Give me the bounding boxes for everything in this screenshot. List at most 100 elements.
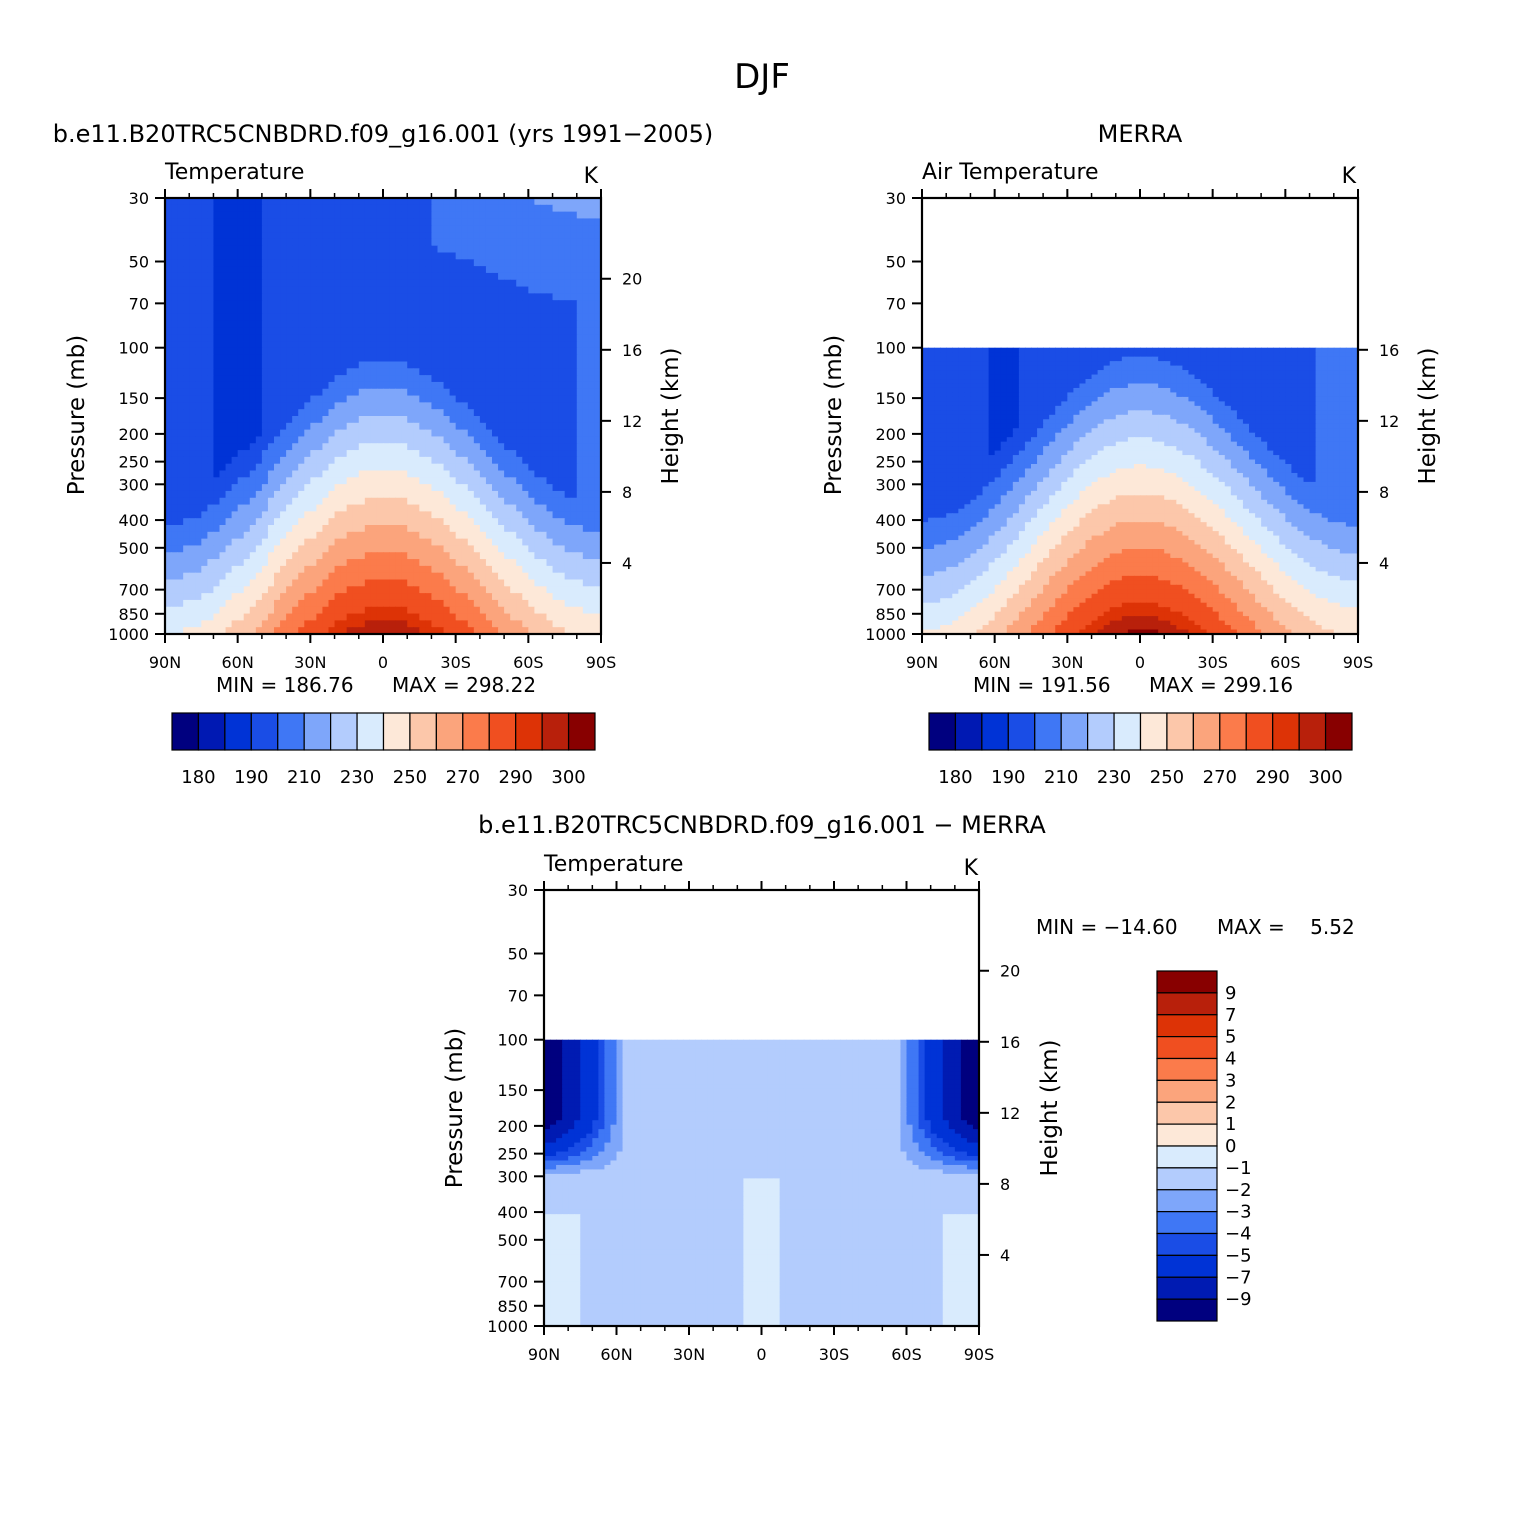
contour-cell [437, 443, 445, 451]
contour-cell [286, 559, 293, 567]
contour-cell [255, 334, 263, 342]
contour-cell [576, 538, 584, 547]
contour-cell [419, 545, 426, 553]
contour-cell [546, 593, 554, 601]
contour-cell [413, 531, 420, 540]
contour-cell [286, 497, 293, 506]
contour-cell [213, 300, 221, 308]
contour-cell [492, 238, 499, 247]
contour-cell [322, 627, 330, 635]
contour-cell [171, 552, 178, 560]
contour-cell [243, 225, 251, 233]
contour-cell [516, 293, 523, 301]
contour-cell [455, 477, 463, 485]
contour-cell [286, 293, 293, 301]
contour-cell [280, 545, 287, 553]
contour-cell [286, 402, 293, 410]
contour-cell [207, 497, 215, 506]
contour-cell [328, 511, 336, 519]
contour-cell [219, 293, 227, 301]
contour-cell [243, 402, 251, 410]
contour-cell [364, 381, 372, 390]
contour-cell [570, 484, 578, 492]
contour-cell [292, 559, 299, 567]
contour-cell [183, 572, 190, 581]
contour-cell [564, 436, 572, 444]
contour-cell [389, 266, 396, 274]
contour-cell [310, 593, 317, 601]
contour-cell [431, 341, 439, 349]
contour-cell [588, 225, 596, 233]
contour-cell [540, 354, 548, 363]
contour-cell [492, 218, 499, 226]
contour-cell [304, 572, 311, 581]
contour-cell [498, 381, 505, 390]
contour-cell [267, 313, 275, 322]
contour-cell [498, 490, 505, 499]
contour-cell [552, 402, 560, 410]
contour-cell [552, 511, 560, 519]
contour-cell [988, 347, 996, 353]
contour-cell [249, 272, 257, 281]
contour-cell [1315, 352, 1323, 358]
contour-cell [528, 320, 535, 329]
contour-cell [498, 463, 505, 472]
contour-cell [213, 552, 221, 560]
contour-cell [383, 313, 390, 322]
contour-cell [1333, 352, 1341, 358]
contour-cell [1249, 347, 1256, 353]
contour-cell [455, 402, 463, 410]
contour-cell [207, 286, 215, 294]
contour-cell [570, 504, 578, 512]
contour-cell [546, 266, 554, 274]
contour-cell [552, 266, 560, 274]
contour-cell [165, 238, 172, 247]
contour-cell [165, 416, 172, 424]
contour-cell [334, 579, 342, 587]
contour-cell [231, 409, 239, 417]
contour-cell [594, 266, 602, 274]
contour-cell [274, 218, 281, 226]
contour-cell [558, 497, 566, 506]
contour-cell [504, 259, 511, 267]
contour-cell [165, 443, 172, 451]
contour-cell [316, 470, 324, 478]
contour-cell [304, 531, 311, 540]
contour-cell [340, 361, 348, 369]
contour-cell [425, 320, 433, 329]
contour-cell [310, 320, 317, 329]
contour-cell [346, 627, 354, 635]
contour-cell [201, 381, 208, 390]
contour-cell [437, 266, 445, 274]
contour-cell [383, 368, 390, 376]
contour-cell [316, 436, 324, 444]
contour-cell [280, 477, 287, 485]
contour-cell [492, 579, 499, 587]
contour-cell [249, 300, 257, 308]
contour-cell [1097, 361, 1105, 367]
contour-cell [201, 436, 208, 444]
contour-cell [195, 402, 202, 410]
contour-cell [364, 198, 372, 206]
contour-cell [588, 293, 596, 301]
contour-cell [461, 606, 469, 615]
contour-cell [461, 245, 469, 254]
contour-cell [1230, 352, 1238, 358]
contour-cell [498, 347, 505, 356]
contour-cell [455, 593, 463, 601]
contour-cell [370, 429, 378, 438]
contour-cell [467, 368, 475, 376]
contour-cell [1291, 356, 1299, 362]
contour-cell [213, 518, 221, 526]
contour-cell [195, 341, 202, 349]
contour-cell [346, 252, 354, 260]
contour-cell [540, 565, 548, 574]
contour-cell [358, 218, 366, 226]
contour-cell [492, 204, 499, 213]
contour-cell [286, 422, 293, 431]
contour-cell [582, 279, 590, 288]
contour-cell [443, 388, 451, 397]
contour-cell [558, 368, 566, 376]
contour-cell [479, 225, 487, 233]
contour-cell [1261, 347, 1268, 353]
